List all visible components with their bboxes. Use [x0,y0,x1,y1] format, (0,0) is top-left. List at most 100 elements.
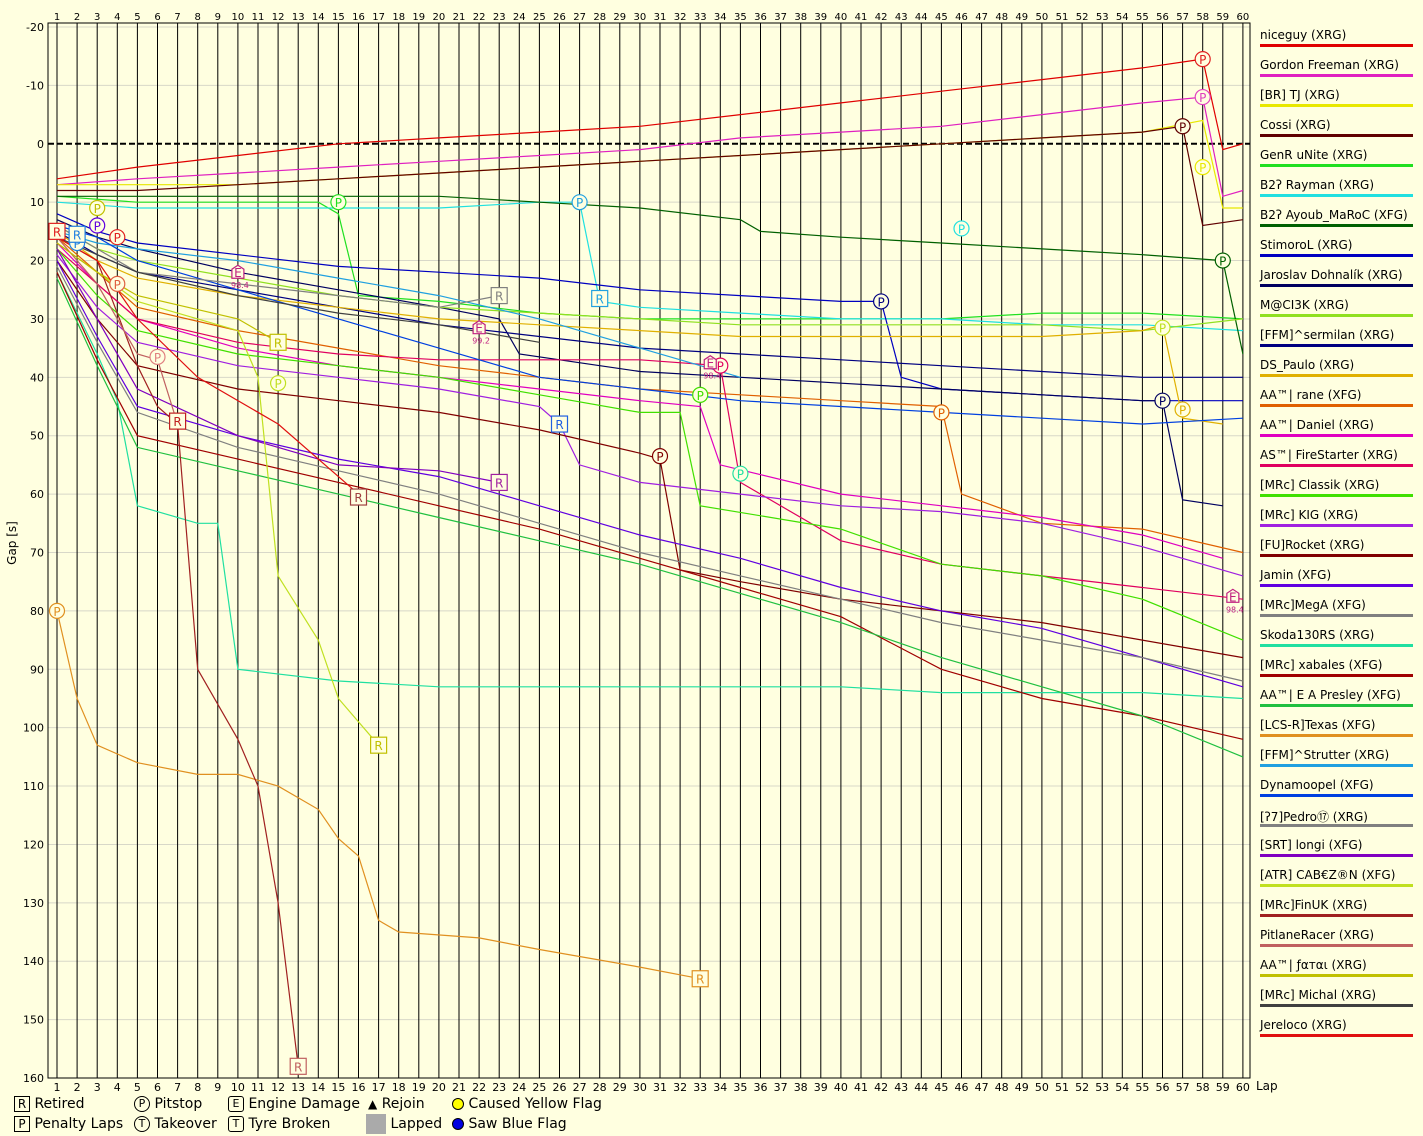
legend-item: Cossi (XRG) [1260,118,1420,148]
series-line [56,610,701,980]
legend-blue-flag: Saw Blue Flag [452,1116,567,1132]
legend-item-swatch [1260,1004,1413,1007]
legend-item-label: AA™| rane (XFG) [1260,388,1362,402]
legend-item: Skoda130RS (XRG) [1260,628,1420,658]
series-line [56,260,1244,659]
marker-symbol: R [495,290,503,304]
legend-item-swatch [1260,44,1413,47]
series-line [56,277,1244,758]
pitstop-marker [270,375,287,392]
series-line [56,271,1243,700]
x-tick-label-top: 7 [174,12,180,23]
engine-damage-marker [231,264,245,279]
x-tick-label-top: 9 [215,12,221,23]
marker-symbol: P [1159,395,1166,409]
x-tick-label: 47 [975,1081,989,1094]
marker-symbol: P [1199,91,1206,105]
marker-symbol: R [294,1060,302,1074]
legend-item-label: [SRT] longi (XFG) [1260,838,1363,852]
pitstop-marker [109,275,126,293]
retired-icon: R [14,1096,30,1112]
pitstop-marker [109,229,126,246]
legend-item-swatch [1260,854,1413,857]
x-tick-label-top: 38 [794,12,807,23]
marker-symbol: P [154,351,161,365]
x-tick-label-top: 12 [272,12,285,23]
plot-frame [47,22,1251,1079]
x-tick-label: 44 [914,1081,928,1094]
x-tick-label-top: 18 [392,12,405,23]
x-tick-label: 38 [794,1081,808,1094]
legend-item-label: [FFM]^Strutter (XRG) [1260,748,1390,762]
legend-item-label: Gordon Freeman (XRG) [1260,58,1399,72]
legend-item: [FFM]^sermilan (XRG) [1260,328,1420,358]
x-tick-label: 59 [1216,1081,1230,1094]
legend-rejoin: ▲ Rejoin [368,1096,425,1112]
legend-item-swatch [1260,374,1413,377]
legend-item-swatch [1260,524,1413,527]
x-tick-label-top: 14 [312,12,325,23]
x-tick-label-top: 11 [252,12,265,23]
legend-item-swatch [1260,884,1413,887]
marker-symbol: P [1159,322,1166,336]
marker-symbol: P [94,202,101,216]
y-axis-label: Gap [s] [5,521,19,565]
engine-damage-icon: E [228,1096,244,1112]
marker-symbol: P [697,389,704,403]
legend-item: [BR] TJ (XRG) [1260,88,1420,118]
x-tick-label-top: 13 [292,12,305,23]
series-line [56,271,1244,740]
legend-penalty-label: Penalty Laps [34,1116,124,1132]
marker-symbol: P [737,468,744,482]
series-line [56,242,1223,559]
x-tick-label-top: 10 [232,12,245,23]
retired-marker [349,488,368,506]
x-tick-label: 26 [553,1081,567,1094]
legend-item-label: [ʔ7]Pedro⑰ (XRG) [1260,810,1368,824]
x-tick-label: 50 [1035,1081,1049,1094]
x-tick-label-top: 24 [513,12,526,23]
series-line [57,195,1244,355]
x-tick-label-top: 48 [995,12,1008,23]
x-tick-label: 22 [472,1081,486,1094]
series-line [56,266,1244,682]
legend-rejoin-label: Rejoin [381,1096,425,1112]
y-tick-label: 0 [37,138,44,151]
legend-item-label: [MRc]MegA (XFG) [1260,598,1366,612]
legend-item-swatch [1260,554,1413,557]
pitstop-marker [953,220,970,237]
x-tick-label: 19 [412,1081,426,1094]
legend-item: M@CI3K (XRG) [1260,298,1420,328]
pitstop-marker [1214,252,1231,269]
x-tick-label-top: 3 [94,12,100,23]
series-line [56,260,1244,688]
x-tick-label: 60 [1236,1081,1250,1094]
x-tick-label-top: 28 [593,12,606,23]
legend-item-label: B2ʔ Rayman (XRG) [1260,178,1375,192]
x-tick-label-top: 32 [674,12,687,23]
marker-symbol: P [877,295,884,309]
x-tick-label: 52 [1075,1081,1089,1094]
x-tick-label-top: 27 [573,12,586,23]
legend-tyre-label: Tyre Broken [248,1116,331,1132]
y-tick-label: 130 [23,897,44,910]
x-tick-label: 18 [392,1081,406,1094]
x-tick-label: 25 [532,1081,546,1094]
legend-item-label: B2ʔ Ayoub_MaRoC (XFG) [1260,208,1408,222]
marker-symbol: P [94,220,101,234]
marker-symbol: P [1219,255,1226,269]
y-tick-label: 20 [30,255,44,268]
legend-item-label: [MRc] Michal (XRG) [1260,988,1377,1002]
x-tick-label: 41 [854,1081,868,1094]
legend-item-label: [FU]Rocket (XRG) [1260,538,1365,552]
legend-lapped: Lapped [366,1114,442,1134]
pitstop-marker [1174,118,1191,135]
x-tick-label: 39 [814,1081,828,1094]
y-tick-label: 90 [30,663,44,676]
x-tick-label-top: 42 [875,12,888,23]
x-axis-ticks: 1122334455667788991010111112121313141415… [54,12,1250,1094]
series-lines [56,58,1244,1067]
retired-marker [370,736,388,754]
legend-item-swatch [1260,764,1413,767]
